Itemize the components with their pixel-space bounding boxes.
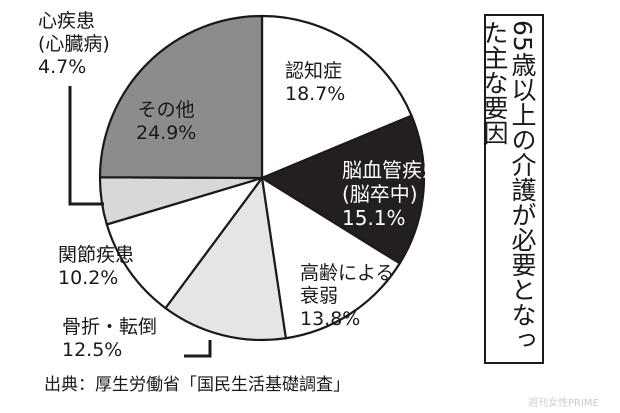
slice-value-label: 12.5% [62, 339, 123, 361]
slice-label-text: (心臓病) [38, 33, 110, 55]
slice-label-text: 衰弱 [300, 285, 339, 307]
pie-slice [105, 176, 264, 310]
leader-line [184, 340, 212, 358]
slice-value-label: 10.2% [58, 267, 119, 289]
slice-value-label: 4.7% [38, 56, 87, 78]
slice-label: 骨折・転倒 12.5% [62, 316, 157, 362]
slice-label-text: 認知症 [285, 60, 343, 82]
slice-label: 高齢による 衰弱 13.8% [300, 262, 394, 331]
slice-label: 認知症 18.7% [285, 60, 345, 106]
slice-label-text: 心疾患 [38, 10, 96, 32]
pie-slice [260, 176, 401, 340]
slice-value-label: 18.7% [285, 83, 346, 105]
chart-title-box: 65歳以上の介護が必要となった主な要因 [480, 14, 544, 364]
slice-label: 心疾患 (心臓病) 4.7% [38, 10, 110, 79]
slice-label: その他 24.9% [136, 99, 196, 145]
pie-slice [260, 114, 426, 265]
source-note: 出典：厚生労働省「国民生活基礎調査」 [44, 375, 350, 395]
pie-slice [98, 14, 264, 180]
leader-line [68, 86, 104, 206]
pie-slice [164, 176, 287, 342]
slice-value-label: 13.8% [300, 308, 361, 330]
slice-value-label: 15.1% [342, 206, 406, 230]
slice-label-text: 脳血管疾患 [342, 158, 442, 182]
slice-value-label: 24.9% [136, 122, 197, 144]
slice-label-text: 骨折・転倒 [62, 316, 158, 338]
watermark-logo: 週刊女性PRIME [528, 398, 599, 409]
pie-slice [260, 14, 413, 180]
slice-label-text: その他 [137, 99, 195, 121]
slice-label-text: 高齢による [300, 262, 395, 284]
chart-title: 65歳以上の介護が必要となった主な要因 [480, 20, 537, 352]
slice-label-text: (脳卒中) [342, 182, 418, 206]
slice-label-text: 関節疾患 [58, 244, 135, 266]
slice-label: 関節疾患 10.2% [58, 244, 134, 290]
slice-label: 脳血管疾患 (脳卒中) 15.1% [342, 158, 442, 230]
